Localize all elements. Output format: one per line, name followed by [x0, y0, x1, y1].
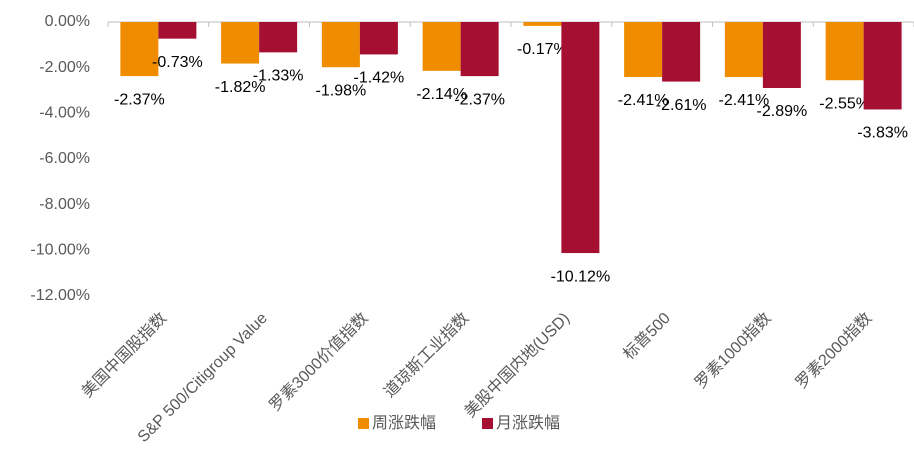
bar [762, 22, 801, 88]
bar [221, 22, 260, 64]
bar [825, 22, 864, 81]
value-label: -2.41% [618, 92, 669, 109]
bar [662, 22, 701, 82]
bar [561, 22, 600, 254]
x-tick-label: 罗素1000指数 [692, 309, 775, 392]
x-tick-label: 罗素3000价值指数 [266, 309, 372, 415]
legend-swatch [358, 418, 369, 429]
bar [422, 22, 461, 71]
bar [523, 22, 562, 26]
x-tick-label: 美国中国股指数 [78, 309, 170, 401]
bar [863, 22, 902, 110]
bar [321, 22, 360, 68]
value-label: -2.14% [416, 86, 467, 103]
bar [120, 22, 159, 77]
value-label: -2.37% [114, 91, 165, 108]
x-tick-label: 标普500 [620, 309, 674, 363]
legend-label: 周涨跌幅 [372, 414, 436, 432]
y-tick-label: -2.00% [39, 59, 90, 76]
value-label: -0.73% [152, 54, 203, 71]
bar [158, 22, 197, 39]
value-label: -2.61% [656, 97, 707, 114]
value-label: -2.55% [819, 95, 870, 112]
bar [359, 22, 398, 55]
bar [624, 22, 663, 78]
x-tick-label: 罗素2000指数 [792, 309, 875, 392]
value-label: -1.33% [253, 68, 304, 85]
bar [259, 22, 298, 53]
value-label: -1.42% [354, 70, 405, 87]
x-tick-label: 美股中国内地(USD) [461, 309, 573, 421]
value-label: -1.82% [215, 79, 266, 96]
legend-swatch [482, 418, 493, 429]
value-label: -1.98% [316, 82, 367, 99]
value-label: -10.12% [551, 268, 611, 285]
y-tick-label: -4.00% [39, 105, 90, 122]
legend-label: 月涨跌幅 [496, 414, 560, 432]
y-tick-label: -6.00% [39, 150, 90, 167]
y-tick-label: -12.00% [30, 287, 90, 304]
value-label: -0.17% [517, 41, 568, 58]
y-tick-label: -8.00% [39, 196, 90, 213]
value-label: -2.89% [757, 103, 808, 120]
value-label: -2.37% [454, 91, 505, 108]
value-label: -2.41% [719, 92, 770, 109]
y-tick-label: -10.00% [30, 242, 90, 259]
bar [724, 22, 763, 78]
bar [460, 22, 499, 77]
value-label: -3.83% [857, 125, 908, 142]
x-tick-label: 道琼斯工业指数 [381, 309, 473, 401]
y-tick-label: 0.00% [45, 13, 90, 30]
